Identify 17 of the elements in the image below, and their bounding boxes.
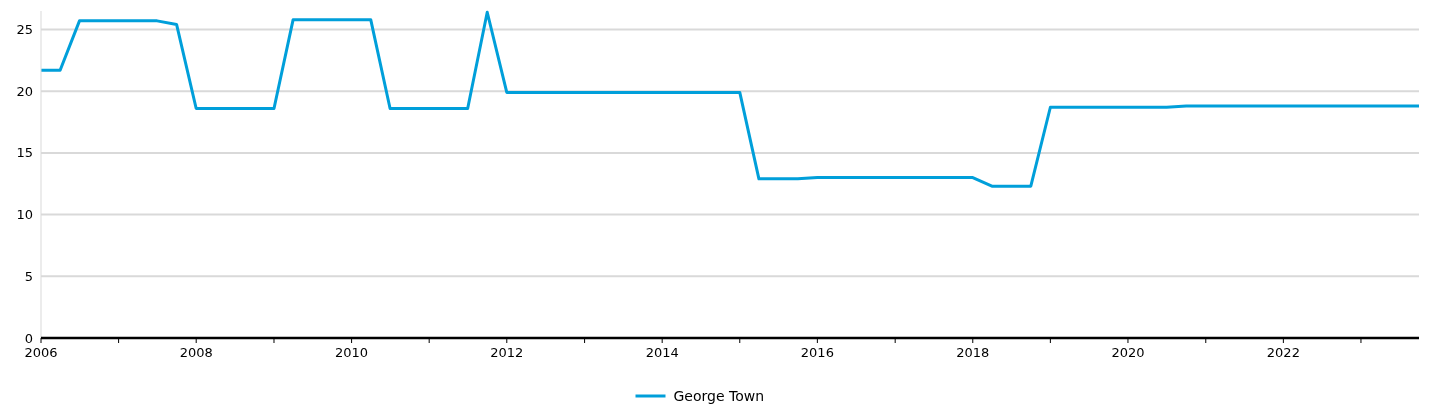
x-tick-label: 2018: [956, 345, 990, 360]
x-tick-label: 2022: [1266, 345, 1300, 360]
x-tick-label: 2020: [1111, 345, 1145, 360]
x-tick-label: 2008: [179, 345, 213, 360]
x-tick-label: 2010: [335, 345, 369, 360]
y-tick-label: 10: [16, 207, 33, 223]
x-tick-label: 2006: [24, 345, 58, 360]
line-series: [39, 10, 1421, 188]
y-tick-label: 0: [24, 330, 33, 346]
y-tick-label: 15: [16, 145, 33, 161]
y-tick-label: 5: [24, 268, 33, 284]
y-tick-label: 25: [16, 22, 33, 38]
legend-label: George Town: [673, 387, 765, 404]
x-tick-label: 2012: [490, 345, 524, 360]
y-tick-label: 20: [16, 83, 33, 99]
x-tick-label: 2016: [800, 345, 834, 360]
x-tick-label: 2014: [645, 345, 679, 360]
